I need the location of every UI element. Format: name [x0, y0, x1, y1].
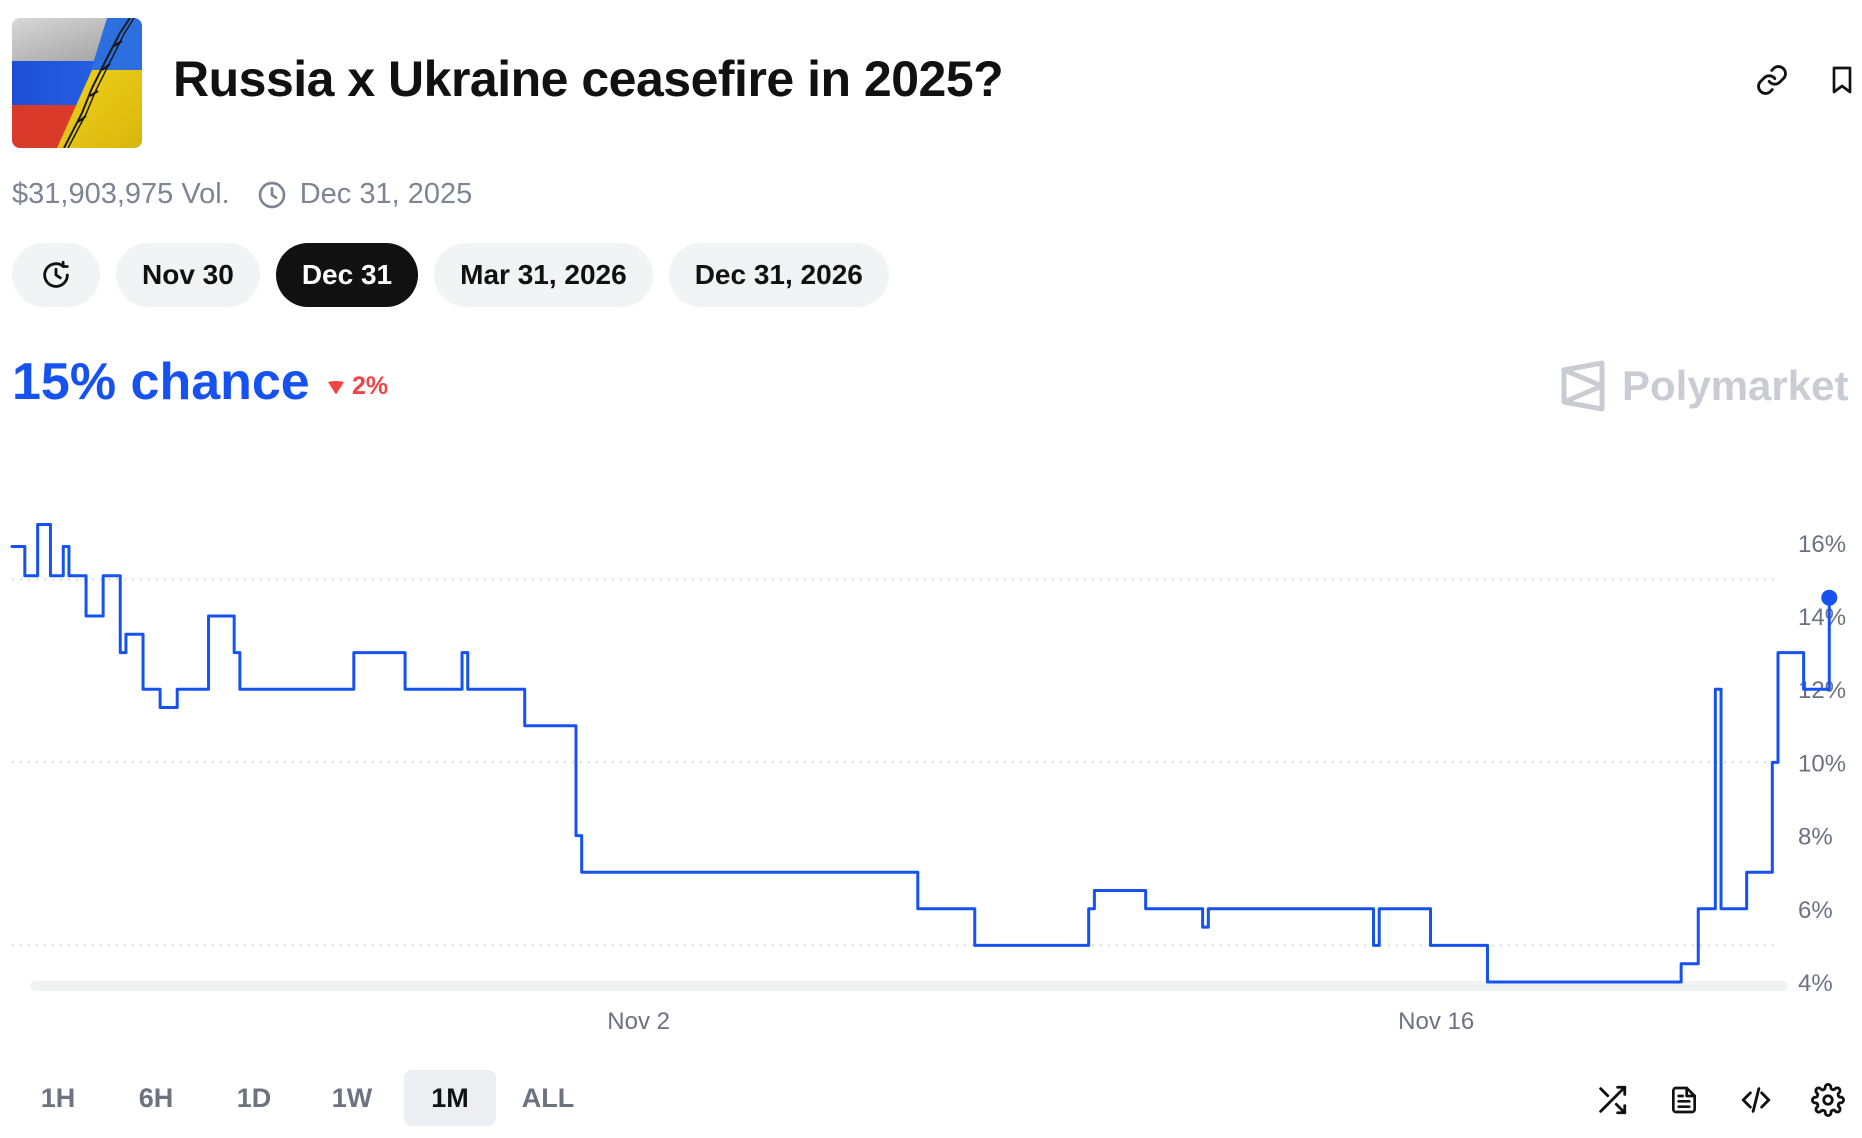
chart-baseline [30, 981, 1788, 991]
y-tick-label: 16% [1798, 531, 1846, 558]
chart-grid [12, 578, 1780, 947]
date-pill-nov-30[interactable]: Nov 30 [116, 243, 260, 307]
date-pill-dec-31[interactable]: Dec 31 [275, 243, 419, 307]
history-button[interactable] [12, 243, 100, 307]
y-tick-label: 4% [1798, 970, 1833, 997]
code-icon[interactable] [1734, 1078, 1778, 1122]
chance-change-value: 2% [352, 372, 389, 400]
y-tick-label: 14% [1798, 604, 1846, 631]
polymarket-logo-icon [1560, 360, 1606, 412]
link-icon[interactable] [1752, 60, 1792, 100]
down-triangle-icon [326, 378, 346, 396]
timeframe-6h[interactable]: 6H [138, 1082, 174, 1113]
timeframe-1m[interactable]: 1M [404, 1070, 496, 1126]
end-date-label: Dec 31, 2025 [299, 178, 473, 210]
clock-icon [256, 179, 288, 211]
x-tick-label: Nov 16 [1398, 1008, 1474, 1035]
timeframe-selector: 1H 6H 1D 1W 1M ALL [12, 1070, 594, 1126]
shuffle-icon[interactable] [1590, 1078, 1634, 1122]
chance-change: 2% [326, 372, 388, 401]
volume-label: $31,903,975 Vol. [12, 178, 230, 210]
x-axis-ticks: Nov 2 Nov 16 [607, 1008, 1474, 1035]
document-icon[interactable] [1662, 1078, 1706, 1122]
price-chart[interactable]: 16% 14% 12% 10% 8% 6% 4% Nov 2 Nov 16 [0, 440, 1862, 1040]
polymarket-logo-text: Polymarket [1622, 362, 1849, 409]
date-pill-dec-31-2026[interactable]: Dec 31, 2026 [668, 243, 889, 307]
timeframe-1d[interactable]: 1D [236, 1082, 272, 1113]
history-icon [39, 258, 73, 292]
polymarket-logo: Polymarket [1560, 360, 1848, 412]
market-title: Russia x Ukraine ceasefire in 2025? [173, 51, 1004, 107]
y-tick-label: 8% [1798, 824, 1833, 851]
date-pill-mar-31-2026[interactable]: Mar 31, 2026 [434, 243, 653, 307]
current-point [1821, 589, 1838, 606]
date-selector: Nov 30 Dec 31 Mar 31, 2026 Dec 31, 2026 [12, 243, 889, 307]
y-axis-ticks: 16% 14% 12% 10% 8% 6% 4% [1798, 531, 1846, 997]
y-tick-label: 10% [1798, 750, 1846, 777]
y-tick-label: 6% [1798, 897, 1833, 924]
market-thumbnail [12, 18, 142, 148]
series-line-chance [10, 523, 1831, 984]
timeframe-1h[interactable]: 1H [40, 1082, 76, 1113]
chance-value: 15% chance [12, 353, 310, 411]
timeframe-all[interactable]: ALL [521, 1082, 575, 1113]
market-meta: $31,903,975 Vol. Dec 31, 2025 [12, 178, 472, 211]
y-tick-label: 12% [1798, 677, 1846, 704]
timeframe-1w[interactable]: 1W [331, 1082, 373, 1113]
russia-ukraine-flag-image [12, 18, 142, 148]
x-tick-label: Nov 2 [607, 1008, 670, 1035]
gear-icon[interactable] [1806, 1078, 1850, 1122]
bookmark-icon[interactable] [1822, 60, 1862, 100]
